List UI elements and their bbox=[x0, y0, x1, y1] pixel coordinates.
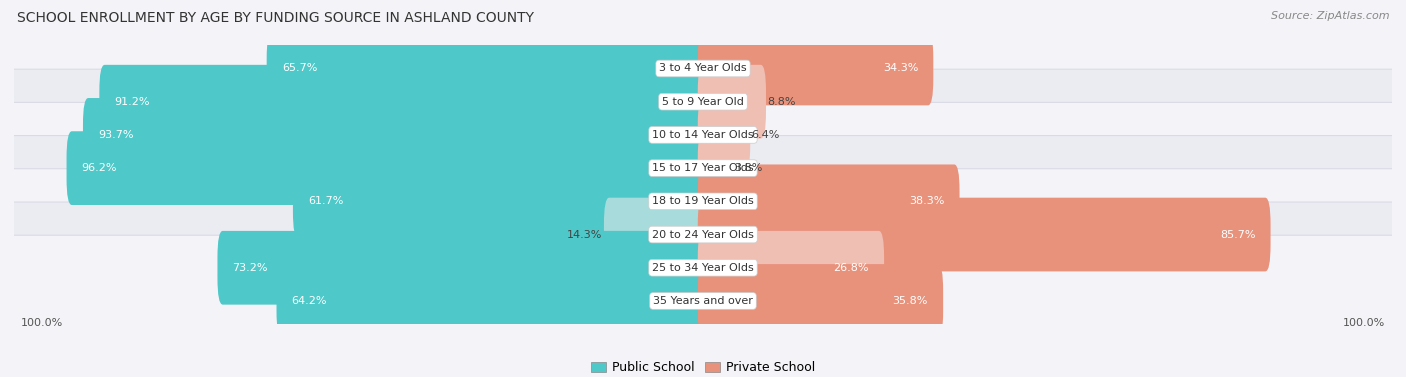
Text: 61.7%: 61.7% bbox=[308, 196, 343, 206]
Text: 73.2%: 73.2% bbox=[232, 263, 269, 273]
FancyBboxPatch shape bbox=[697, 231, 884, 305]
FancyBboxPatch shape bbox=[292, 164, 709, 238]
FancyBboxPatch shape bbox=[4, 169, 1402, 300]
FancyBboxPatch shape bbox=[267, 32, 709, 105]
FancyBboxPatch shape bbox=[697, 131, 733, 205]
Text: Source: ZipAtlas.com: Source: ZipAtlas.com bbox=[1271, 11, 1389, 21]
Text: 35.8%: 35.8% bbox=[893, 296, 928, 306]
Text: 100.0%: 100.0% bbox=[1343, 317, 1385, 328]
Text: 14.3%: 14.3% bbox=[567, 230, 603, 239]
FancyBboxPatch shape bbox=[277, 264, 709, 338]
FancyBboxPatch shape bbox=[100, 65, 709, 139]
FancyBboxPatch shape bbox=[4, 103, 1402, 234]
Text: 38.3%: 38.3% bbox=[910, 196, 945, 206]
FancyBboxPatch shape bbox=[697, 65, 766, 139]
Text: 85.7%: 85.7% bbox=[1220, 230, 1256, 239]
FancyBboxPatch shape bbox=[4, 69, 1402, 201]
Text: 18 to 19 Year Olds: 18 to 19 Year Olds bbox=[652, 196, 754, 206]
Text: 10 to 14 Year Olds: 10 to 14 Year Olds bbox=[652, 130, 754, 140]
Text: 65.7%: 65.7% bbox=[281, 63, 318, 74]
FancyBboxPatch shape bbox=[4, 36, 1402, 167]
FancyBboxPatch shape bbox=[697, 98, 751, 172]
FancyBboxPatch shape bbox=[697, 264, 943, 338]
FancyBboxPatch shape bbox=[218, 231, 709, 305]
Text: 3.8%: 3.8% bbox=[734, 163, 763, 173]
Text: 25 to 34 Year Olds: 25 to 34 Year Olds bbox=[652, 263, 754, 273]
Text: 93.7%: 93.7% bbox=[98, 130, 134, 140]
Text: SCHOOL ENROLLMENT BY AGE BY FUNDING SOURCE IN ASHLAND COUNTY: SCHOOL ENROLLMENT BY AGE BY FUNDING SOUR… bbox=[17, 11, 534, 25]
FancyBboxPatch shape bbox=[4, 202, 1402, 334]
Text: 3 to 4 Year Olds: 3 to 4 Year Olds bbox=[659, 63, 747, 74]
Text: 34.3%: 34.3% bbox=[883, 63, 918, 74]
FancyBboxPatch shape bbox=[4, 235, 1402, 367]
FancyBboxPatch shape bbox=[66, 131, 709, 205]
FancyBboxPatch shape bbox=[697, 32, 934, 105]
Text: 91.2%: 91.2% bbox=[114, 97, 150, 107]
Legend: Public School, Private School: Public School, Private School bbox=[586, 356, 820, 377]
Text: 26.8%: 26.8% bbox=[834, 263, 869, 273]
Text: 15 to 17 Year Olds: 15 to 17 Year Olds bbox=[652, 163, 754, 173]
Text: 5 to 9 Year Old: 5 to 9 Year Old bbox=[662, 97, 744, 107]
FancyBboxPatch shape bbox=[697, 198, 1271, 271]
FancyBboxPatch shape bbox=[4, 3, 1402, 134]
FancyBboxPatch shape bbox=[605, 198, 709, 271]
FancyBboxPatch shape bbox=[697, 164, 959, 238]
Text: 6.4%: 6.4% bbox=[752, 130, 780, 140]
Text: 100.0%: 100.0% bbox=[21, 317, 63, 328]
Text: 20 to 24 Year Olds: 20 to 24 Year Olds bbox=[652, 230, 754, 239]
FancyBboxPatch shape bbox=[4, 136, 1402, 267]
FancyBboxPatch shape bbox=[83, 98, 709, 172]
Text: 35 Years and over: 35 Years and over bbox=[652, 296, 754, 306]
Text: 96.2%: 96.2% bbox=[82, 163, 117, 173]
Text: 64.2%: 64.2% bbox=[291, 296, 328, 306]
Text: 8.8%: 8.8% bbox=[768, 97, 796, 107]
